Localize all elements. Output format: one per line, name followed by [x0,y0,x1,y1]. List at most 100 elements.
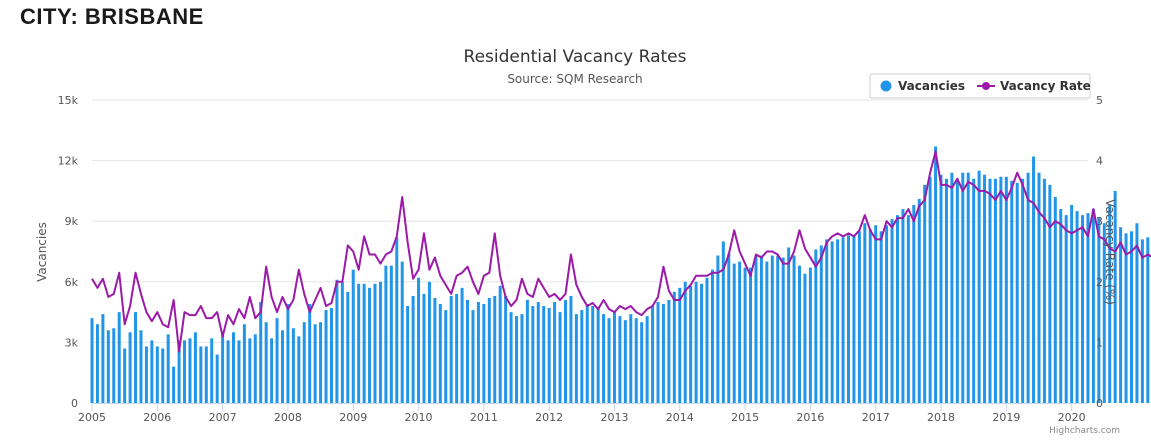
vacancies-bar[interactable] [923,184,927,403]
vacancies-bar[interactable] [1075,211,1079,403]
vacancies-bar[interactable] [906,215,910,403]
vacancies-bar[interactable] [466,299,470,403]
vacancies-bar[interactable] [558,312,562,403]
vacancies-bar[interactable] [1026,172,1030,403]
vacancies-bar[interactable] [427,281,431,403]
vacancies-bar[interactable] [961,172,965,403]
vacancies-bar[interactable] [727,253,731,403]
vacancies-bar[interactable] [710,269,714,403]
vacancies-bar[interactable] [672,291,676,403]
vacancies-bar[interactable] [738,261,742,403]
vacancies-bar[interactable] [792,255,796,403]
vacancies-bar[interactable] [210,338,214,403]
vacancies-bar[interactable] [689,285,693,403]
vacancies-bar[interactable] [814,249,818,403]
vacancies-bar[interactable] [280,330,284,403]
vacancy-rate-polyline[interactable] [91,150,1151,353]
vacancies-bar[interactable] [264,322,268,403]
vacancies-bar[interactable] [857,231,861,403]
vacancies-bar[interactable] [302,322,306,403]
vacancies-bar[interactable] [656,302,660,403]
vacancies-bar[interactable] [242,324,246,403]
vacancies-bar[interactable] [759,255,763,403]
vacancies-bar[interactable] [444,310,448,403]
vacancies-bar[interactable] [585,304,589,403]
vacancies-bar[interactable] [95,324,99,403]
vacancies-bar[interactable] [362,283,366,403]
vacancies-bar[interactable] [520,314,524,403]
vacancies-bar[interactable] [389,265,393,403]
vacancies-bar[interactable] [411,295,415,403]
vacancies-bar[interactable] [270,338,274,403]
vacancies-bar[interactable] [1124,233,1128,403]
vacancies-bar[interactable] [596,308,600,403]
vacancies-bar[interactable] [580,310,584,403]
vacancies-bar[interactable] [944,178,948,403]
vacancies-bar[interactable] [90,318,94,403]
vacancies-bar[interactable] [841,237,845,403]
vacancies-bar[interactable] [536,302,540,403]
legend-vacancy-rate-label[interactable]: Vacancy Rate [1000,79,1091,93]
vacancies-bar[interactable] [1135,223,1139,403]
vacancies-bar[interactable] [993,178,997,403]
vacancies-bar[interactable] [830,241,834,403]
vacancies-bar[interactable] [661,304,665,403]
vacancies-bar[interactable] [417,277,421,403]
vacancies-bar[interactable] [1070,205,1074,403]
vacancies-bar[interactable] [515,316,519,403]
vacancies-bar[interactable] [574,314,578,403]
legend-vacancies-label[interactable]: Vacancies [898,79,965,93]
vacancies-bar[interactable] [378,281,382,403]
vacancies-bar[interactable] [193,332,197,403]
vacancies-bar[interactable] [798,265,802,403]
vacancies-bar[interactable] [928,176,932,403]
vacancies-bar[interactable] [983,174,987,403]
vacancies-bar[interactable] [291,328,295,403]
vacancies-bar[interactable] [406,306,410,403]
vacancies-bar[interactable] [150,340,154,403]
vacancies-bar[interactable] [912,205,916,403]
vacancies-bar[interactable] [732,263,736,403]
vacancies-bar[interactable] [199,346,203,403]
vacancies-bar[interactable] [863,223,867,403]
vacancies-bar[interactable] [885,225,889,403]
vacancies-bar[interactable] [607,318,611,403]
chart-credits[interactable]: Highcharts.com [1049,426,1120,436]
vacancies-bar[interactable] [694,281,698,403]
vacancies-bar[interactable] [422,293,426,403]
vacancies-bar[interactable] [1146,237,1150,403]
vacancies-bar[interactable] [101,314,105,403]
vacancies-bar[interactable] [134,312,138,403]
vacancies-bar[interactable] [204,346,208,403]
vacancies-bar[interactable] [308,304,312,403]
vacancies-bar[interactable] [351,269,355,403]
vacancies-bar[interactable] [188,338,192,403]
vacancies-bar[interactable] [335,279,339,403]
vacancies-bar[interactable] [667,299,671,403]
vacancies-bar[interactable] [634,318,638,403]
vacancies-bar[interactable] [237,340,241,403]
vacancies-bar[interactable] [972,178,976,403]
vacancies-bar[interactable] [346,291,350,403]
vacancies-bar[interactable] [525,299,529,403]
vacancies-bar[interactable] [509,312,513,403]
vacancies-bar[interactable] [901,209,905,403]
vacancies-bar[interactable] [1130,231,1133,403]
vacancies-bar[interactable] [1010,180,1014,403]
vacancies-bar[interactable] [248,338,252,403]
vacancies-bar[interactable] [705,277,709,403]
vacancies-bar[interactable] [128,332,132,403]
vacancies-bar[interactable] [1059,209,1063,403]
vacancies-bar[interactable] [629,314,633,403]
vacancies-bar[interactable] [400,261,404,403]
vacancies-bar[interactable] [1086,213,1090,403]
vacancies-bar[interactable] [852,235,856,403]
vacancies-bar[interactable] [139,330,143,403]
vacancies-bar[interactable] [1004,176,1008,403]
vacancies-bar[interactable] [183,340,187,403]
vacancies-bar[interactable] [487,297,491,403]
vacancies-bar[interactable] [259,302,263,403]
vacancies-bar[interactable] [623,320,627,403]
vacancies-bar[interactable] [1081,215,1085,403]
vacancies-bar[interactable] [868,229,872,403]
